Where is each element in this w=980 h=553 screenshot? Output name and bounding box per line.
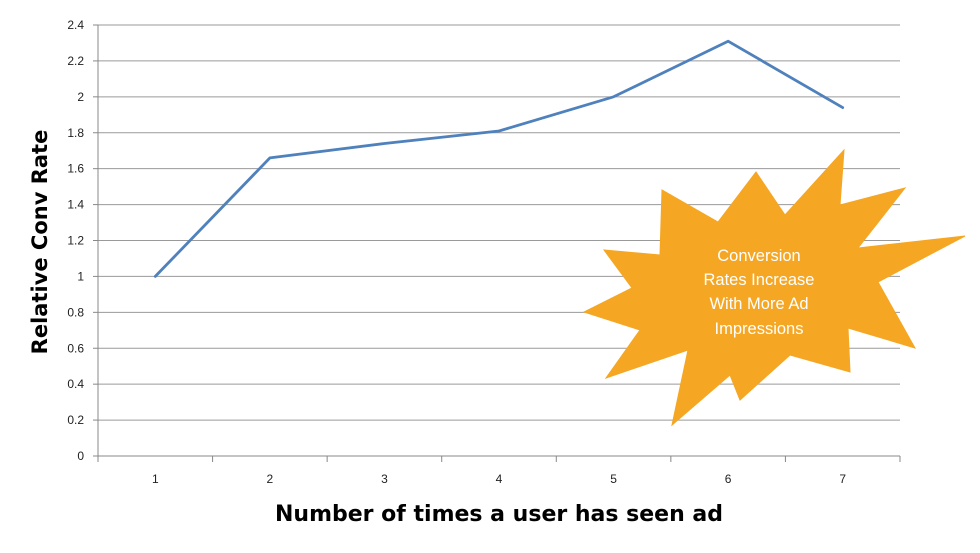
x-tick-label: 6: [725, 472, 732, 486]
series-line: [153, 39, 845, 278]
x-tick-label: 4: [496, 472, 503, 486]
x-tick-label: 1: [152, 472, 159, 486]
y-tick-label: 0.4: [67, 377, 84, 391]
gridlines: [98, 24, 900, 421]
x-tick-label: 5: [610, 472, 617, 486]
y-tick-label: 0.8: [67, 305, 84, 319]
y-tick-label: 2: [77, 90, 84, 104]
annotation-line-2: Rates Increase: [704, 271, 815, 289]
y-tick-label: 0.6: [67, 341, 84, 355]
y-tick-label: 1.4: [67, 198, 84, 212]
y-tick-label: 0: [77, 449, 84, 463]
series-group: [153, 39, 845, 278]
x-tick-label: 7: [839, 472, 846, 486]
y-tick-label: 1.6: [67, 162, 84, 176]
starburst-shape: [582, 148, 966, 427]
x-tick-label: 3: [381, 472, 388, 486]
y-tick-label: 0.2: [67, 413, 84, 427]
y-tick-label: 1.8: [67, 126, 84, 140]
starburst-annotation: Conversion Rates Increase With More Ad I…: [582, 148, 966, 427]
annotation-line-3: With More Ad: [709, 295, 808, 313]
y-tick-label: 2.2: [67, 54, 84, 68]
x-tick-labels: 1 2 3 4 5 6 7: [97, 456, 901, 486]
y-tick-labels: 0 0.2 0.4 0.6 0.8 1 1.2 1.4 1.6 1.8 2 2.2 2.4: [67, 18, 98, 463]
y-tick-label: 1: [77, 269, 84, 283]
y-tick-label: 1.2: [67, 234, 84, 248]
annotation-line-4: Impressions: [715, 320, 804, 338]
x-axis-label: Number of times a user has seen ad: [275, 502, 723, 527]
y-tick-label: 2.4: [67, 18, 84, 32]
annotation-line-1: Conversion: [717, 247, 800, 265]
y-axis-label: Relative Conv Rate: [28, 130, 52, 355]
x-tick-label: 2: [267, 472, 274, 486]
